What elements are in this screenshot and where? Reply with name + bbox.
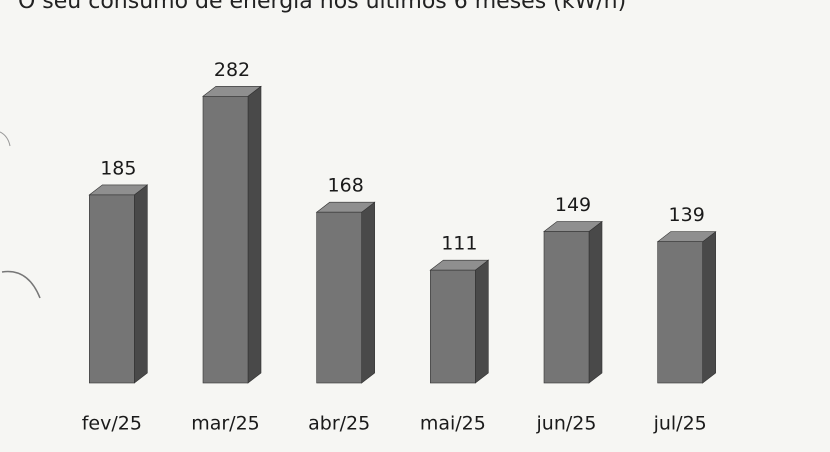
chart-title: O seu consumo de energia nos últimos 6 m… bbox=[18, 0, 626, 14]
bar bbox=[316, 211, 362, 384]
value-label: 139 bbox=[669, 204, 705, 226]
x-tick-label: jul/25 bbox=[653, 413, 707, 435]
value-label: 168 bbox=[328, 175, 364, 197]
bar-side bbox=[702, 231, 716, 384]
bar-side bbox=[134, 184, 148, 384]
x-tick-label: mai/25 bbox=[420, 413, 486, 435]
value-label: 282 bbox=[214, 59, 250, 81]
bar bbox=[89, 194, 135, 384]
bar-side bbox=[588, 220, 603, 384]
x-tick-label: abr/25 bbox=[308, 413, 370, 435]
bar-side bbox=[475, 259, 489, 384]
bar bbox=[657, 241, 703, 384]
bar bbox=[202, 96, 249, 384]
bar bbox=[430, 269, 476, 384]
bar-side bbox=[361, 201, 375, 384]
value-label: 111 bbox=[441, 233, 477, 255]
x-tick-label: fev/25 bbox=[82, 413, 142, 435]
bar-side bbox=[247, 85, 262, 384]
bar bbox=[543, 231, 590, 384]
scan-mark bbox=[0, 131, 11, 147]
x-tick-label: mar/25 bbox=[191, 413, 260, 435]
scan-mark bbox=[1, 270, 41, 299]
value-label: 185 bbox=[100, 157, 136, 179]
x-tick-label: jun/25 bbox=[536, 413, 597, 435]
value-label: 149 bbox=[555, 194, 591, 216]
